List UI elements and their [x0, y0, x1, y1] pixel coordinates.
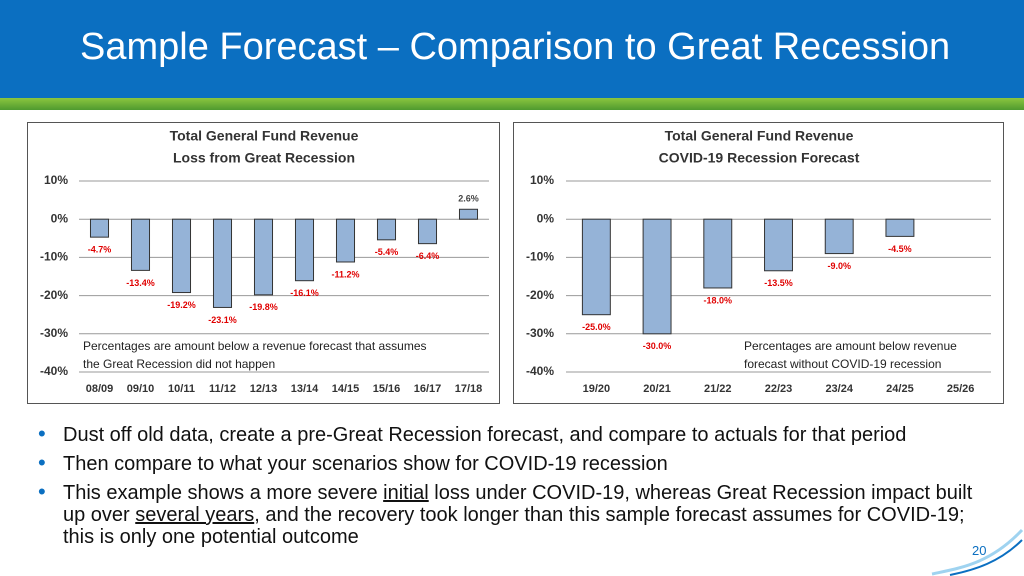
chart-subtitle: Loss from Great Recession [173, 150, 355, 166]
y-tick-label: 0% [51, 211, 69, 225]
bar [642, 218, 672, 335]
x-tick-label: 12/13 [250, 383, 278, 395]
bar [130, 218, 151, 271]
header-stripe [0, 98, 1024, 110]
data-label: -5.4% [375, 247, 399, 257]
data-label: -13.5% [764, 278, 793, 288]
data-label: -25.0% [582, 322, 611, 332]
data-label: -19.8% [249, 302, 278, 312]
data-label: 2.6% [458, 194, 479, 204]
chart-note: Percentages are amount below a revenue f… [83, 339, 427, 353]
chart-note: the Great Recession did not happen [83, 357, 275, 371]
bar [212, 218, 233, 308]
y-tick-label: 0% [537, 211, 555, 225]
data-label: -11.2% [331, 269, 359, 279]
bullet: Then compare to what your scenarios show… [38, 452, 978, 475]
bullet-text: , and the recovery took longer than this… [63, 504, 965, 548]
x-tick-label: 14/15 [332, 383, 360, 395]
bar [253, 218, 274, 296]
chart-title: Total General Fund Revenue [170, 128, 359, 144]
bar [458, 208, 479, 220]
data-label: -23.1% [208, 315, 237, 325]
bullet-text: This example shows a more severe [63, 482, 384, 504]
y-tick-label: -20% [526, 288, 554, 302]
data-label: -4.7% [88, 245, 112, 255]
y-tick-label: -30% [40, 326, 68, 340]
data-label: -9.0% [827, 261, 851, 271]
data-label: -19.2% [167, 300, 196, 310]
page-number: 20 [972, 543, 987, 558]
bar [824, 218, 854, 255]
bullet-text: Then compare to what your scenarios show… [63, 453, 668, 475]
chart: Total General Fund Revenue Loss from Grea… [27, 122, 500, 404]
bar [581, 218, 611, 316]
chart-note: Percentages are amount below revenue [744, 339, 957, 353]
bullet-text: initial [383, 482, 429, 504]
bar [417, 218, 438, 245]
y-tick-label: -40% [40, 364, 68, 378]
x-tick-label: 24/25 [886, 383, 914, 395]
bar [703, 218, 733, 289]
bullet-list: Dust off old data, create a pre-Great Re… [38, 423, 978, 555]
chart-subtitle: COVID-19 Recession Forecast [659, 150, 860, 166]
bullet: This example shows a more severe initial… [38, 481, 978, 548]
header-band [0, 0, 1024, 98]
data-label: -13.4% [126, 278, 155, 288]
page-swoosh [931, 528, 1024, 576]
x-tick-label: 08/09 [86, 383, 114, 395]
x-tick-label: 25/26 [947, 383, 975, 395]
bar [89, 218, 110, 238]
data-label: -30.0% [643, 341, 672, 351]
y-tick-label: 10% [530, 173, 554, 187]
x-tick-label: 21/22 [704, 383, 732, 395]
data-label: -6.4% [416, 251, 440, 261]
data-label: -16.1% [290, 288, 319, 298]
y-tick-label: -10% [526, 250, 554, 264]
bar [376, 218, 397, 241]
x-tick-label: 11/12 [209, 383, 236, 395]
x-tick-label: 13/14 [291, 383, 319, 395]
x-tick-label: 23/24 [825, 383, 853, 395]
y-tick-label: -20% [40, 288, 68, 302]
bullet-text: Dust off old data, create a pre-Great Re… [63, 424, 907, 446]
x-tick-label: 16/17 [414, 383, 442, 395]
data-label: -18.0% [704, 295, 733, 305]
x-tick-label: 22/23 [765, 383, 793, 395]
y-tick-label: 10% [44, 173, 68, 187]
y-tick-label: -30% [526, 326, 554, 340]
bar [335, 218, 356, 263]
bar [885, 218, 915, 237]
x-tick-label: 15/16 [373, 383, 401, 395]
y-tick-label: -10% [40, 250, 68, 264]
x-tick-label: 09/10 [127, 383, 155, 395]
x-tick-label: 19/20 [583, 383, 611, 395]
x-tick-label: 20/21 [643, 383, 671, 395]
slide-title: Sample Forecast – Comparison to Great Re… [80, 26, 951, 68]
x-tick-label: 10/11 [168, 383, 195, 395]
x-tick-label: 17/18 [455, 383, 483, 395]
chart-note: forecast without COVID-19 recession [744, 357, 941, 371]
bullet-text: several years [135, 504, 255, 526]
bar [171, 218, 192, 294]
bar [764, 218, 793, 272]
y-tick-label: -40% [526, 364, 554, 378]
chart: Total General Fund Revenue COVID-19 Reces… [513, 122, 1004, 404]
bullet: Dust off old data, create a pre-Great Re… [38, 423, 978, 446]
bar [294, 218, 315, 282]
chart-title: Total General Fund Revenue [665, 128, 854, 144]
data-label: -4.5% [888, 244, 912, 254]
bullet-text: loss under COVID-19, whereas Great Reces… [63, 482, 973, 526]
